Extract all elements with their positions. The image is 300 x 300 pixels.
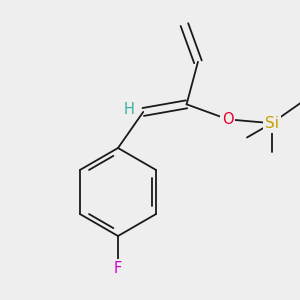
- Text: H: H: [124, 103, 135, 118]
- Text: O: O: [222, 112, 234, 127]
- Text: Si: Si: [265, 116, 279, 131]
- Text: F: F: [114, 261, 122, 276]
